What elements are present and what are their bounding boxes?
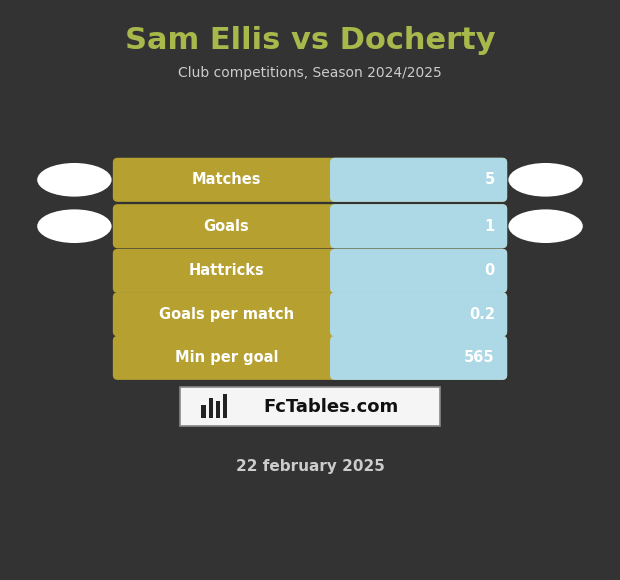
FancyBboxPatch shape [208,398,213,418]
FancyBboxPatch shape [330,158,507,202]
Text: 0: 0 [484,263,495,278]
Ellipse shape [508,163,583,197]
FancyBboxPatch shape [330,336,507,380]
Ellipse shape [37,163,112,197]
FancyBboxPatch shape [330,204,507,248]
Text: Club competitions, Season 2024/2025: Club competitions, Season 2024/2025 [178,66,442,79]
FancyBboxPatch shape [113,249,507,293]
Text: Goals: Goals [203,219,249,234]
Text: 5: 5 [484,172,495,187]
FancyBboxPatch shape [113,292,507,336]
FancyBboxPatch shape [113,336,507,380]
Ellipse shape [37,209,112,243]
FancyBboxPatch shape [113,158,507,202]
FancyBboxPatch shape [330,292,507,336]
FancyBboxPatch shape [180,387,440,426]
Text: 1: 1 [484,219,495,234]
Ellipse shape [508,209,583,243]
FancyBboxPatch shape [113,204,507,248]
Text: Goals per match: Goals per match [159,307,294,322]
Text: 0.2: 0.2 [469,307,495,322]
Text: Hattricks: Hattricks [188,263,264,278]
FancyBboxPatch shape [202,405,206,418]
FancyBboxPatch shape [216,401,221,418]
Text: 22 february 2025: 22 february 2025 [236,459,384,474]
Text: Min per goal: Min per goal [175,350,278,365]
Text: Matches: Matches [192,172,261,187]
FancyBboxPatch shape [330,249,507,293]
Text: FcTables.com: FcTables.com [264,397,399,416]
Text: Sam Ellis vs Docherty: Sam Ellis vs Docherty [125,26,495,55]
FancyBboxPatch shape [223,394,228,418]
Text: 565: 565 [464,350,495,365]
